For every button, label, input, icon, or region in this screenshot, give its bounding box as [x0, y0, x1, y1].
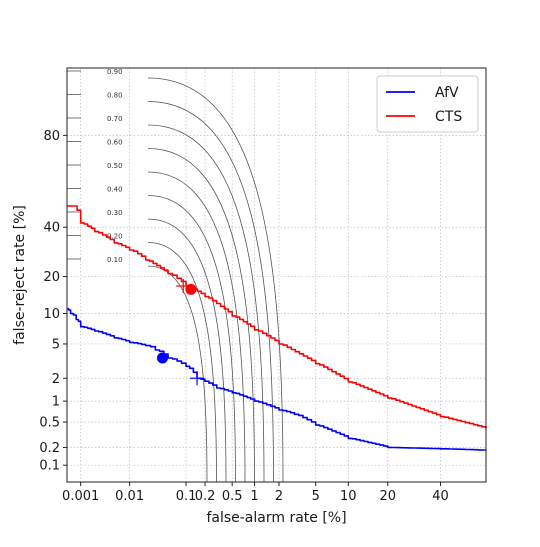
series-lines [67, 205, 487, 451]
y-tick-label: 0.1 [39, 459, 60, 474]
y-tick-label: 5 [52, 337, 60, 352]
x-tick-label: 1 [250, 489, 258, 504]
operating-point-dot-cts [185, 283, 197, 295]
y-tick-label: 10 [43, 307, 60, 322]
x-tick-label: 0.5 [222, 489, 243, 504]
plot-frame [66, 67, 487, 483]
legend-label-cts: CTS [435, 109, 462, 125]
iso-curve [147, 265, 208, 483]
operating-point-markers [156, 279, 205, 386]
iso-curve-label: 0.80 [107, 92, 123, 100]
x-axis-ticks: 0.001 0.01 0.10.2 0.5 1 2 5 10 20 40 [62, 482, 449, 504]
series-line-cts [67, 205, 487, 429]
y-tick-label: 40 [43, 221, 60, 236]
x-tick-label: 0.01 [115, 489, 144, 504]
x-tick-label: 5 [312, 489, 320, 504]
y-tick-label: 20 [43, 270, 60, 285]
legend: AfV CTS [376, 75, 479, 133]
iso-curve [147, 195, 236, 483]
y-axis-ticks: 0.1 0.2 0.5 1 2 5 10 20 40 80 [39, 129, 67, 474]
iso-curve [147, 218, 227, 483]
iso-curve-label: 0.60 [107, 139, 123, 147]
y-tick-label: 0.2 [39, 441, 60, 456]
legend-box [376, 75, 479, 133]
iso-curve-label: 0.70 [107, 115, 123, 123]
y-tick-label: 0.5 [39, 416, 60, 431]
series-line-afv [67, 308, 487, 451]
y-tick-label: 1 [52, 395, 60, 410]
x-tick-label: 40 [432, 489, 449, 504]
y-axis-title: false-reject rate [%] [12, 205, 28, 345]
legend-label-afv: AfV [435, 85, 459, 101]
iso-curve [147, 148, 255, 483]
x-tick-label: 2 [275, 489, 283, 504]
y-tick-label: 80 [43, 129, 60, 144]
x-tick-label: 20 [379, 489, 396, 504]
x-tick-label: 0.001 [62, 489, 99, 504]
iso-curve [147, 101, 274, 483]
iso-cost-curves: 0.90 0.80 0.70 0.60 0.50 0.40 0.30 0.20 0.10 [67, 68, 284, 483]
grid-lines [67, 68, 486, 482]
iso-curve-label: 0.50 [107, 162, 123, 170]
x-tick-label: 10 [340, 489, 357, 504]
x-tick-label: 0.1 [176, 489, 197, 504]
iso-curve-label: 0.90 [107, 68, 123, 76]
x-axis-title: false-alarm rate [%] [206, 510, 346, 526]
iso-curve-label: 0.20 [107, 233, 123, 241]
operating-point-dot-afv [156, 352, 168, 364]
iso-curve [147, 77, 284, 483]
x-tick-label: 0.2 [195, 489, 216, 504]
iso-curve-label: 0.40 [107, 186, 123, 194]
iso-curve [147, 171, 246, 483]
iso-curve [147, 242, 217, 483]
y-tick-label: 2 [52, 372, 60, 387]
iso-curve-label: 0.10 [107, 256, 123, 264]
iso-curve-label: 0.30 [107, 209, 123, 217]
